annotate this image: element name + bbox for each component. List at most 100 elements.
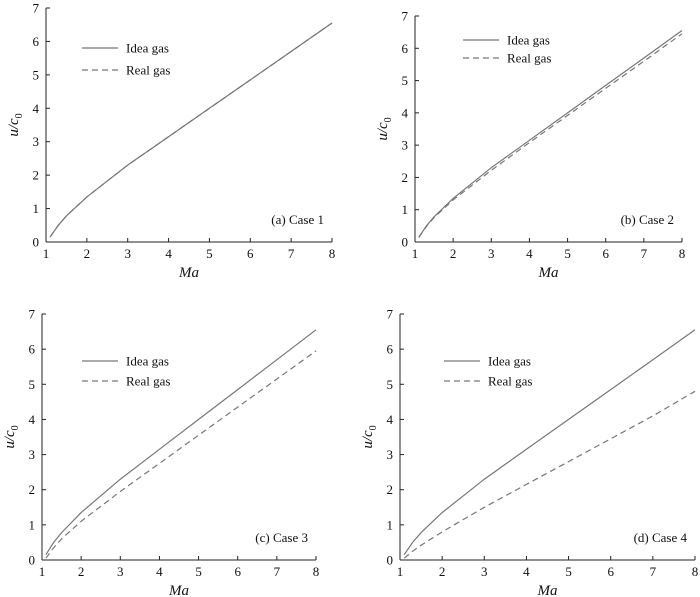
y-tick-label: 1: [29, 517, 36, 532]
series-line-ideal-gas: [49, 22, 333, 238]
y-tick-label: 3: [387, 447, 394, 462]
y-axis-title-subscript: 0: [14, 113, 25, 118]
case-annotation: (c) Case 3: [255, 530, 308, 545]
x-tick-label: 7: [650, 564, 657, 579]
series-line-real-gas: [403, 390, 696, 559]
x-tick-label: 2: [439, 564, 446, 579]
legend-label: Idea gas: [126, 354, 169, 369]
case-annotation: (d) Case 4: [634, 530, 688, 545]
x-tick-label: 5: [195, 564, 202, 579]
y-tick-label: 4: [402, 105, 409, 120]
series-line-ideal-gas: [418, 30, 683, 238]
case-annotation: (b) Case 2: [621, 212, 674, 227]
series-line-ideal-gas: [403, 329, 696, 556]
x-axis-title: Ma: [538, 265, 559, 281]
y-tick-label: 7: [29, 307, 36, 322]
y-tick-label: 6: [387, 342, 394, 357]
y-tick-label: 0: [33, 235, 40, 250]
series-line-real-gas: [49, 22, 333, 238]
x-tick-label: 8: [313, 564, 320, 579]
legend-label: Real gas: [126, 63, 170, 78]
x-tick-label: 1: [39, 564, 46, 579]
y-axis-title-main: u/c: [360, 430, 376, 449]
x-tick-label: 2: [450, 246, 457, 261]
series-line-real-gas: [45, 350, 317, 559]
y-axis-title-subscript: 0: [368, 425, 379, 430]
x-tick-label: 8: [679, 246, 686, 261]
y-tick-label: 7: [33, 1, 40, 16]
y-tick-label: 5: [387, 377, 394, 392]
y-tick-label: 1: [387, 517, 394, 532]
x-tick-label: 8: [692, 564, 699, 579]
x-tick-label: 7: [641, 246, 648, 261]
y-tick-label: 5: [402, 73, 409, 88]
x-tick-label: 2: [84, 246, 91, 261]
legend-label: Idea gas: [507, 33, 550, 48]
legend-label: Real gas: [126, 374, 170, 389]
x-tick-label: 4: [165, 246, 172, 261]
y-tick-label: 7: [387, 307, 394, 322]
y-tick-label: 3: [402, 138, 409, 153]
legend-label: Real gas: [488, 374, 532, 389]
y-tick-label: 3: [33, 134, 40, 149]
y-tick-label: 6: [33, 34, 40, 49]
x-tick-label: 3: [481, 564, 488, 579]
y-tick-label: 4: [387, 412, 394, 427]
x-axis-title: Ma: [178, 265, 199, 281]
x-tick-label: 8: [329, 246, 336, 261]
y-axis-title: u/c0: [375, 117, 394, 140]
x-tick-label: 1: [397, 564, 404, 579]
legend-label: Idea gas: [126, 41, 169, 56]
x-tick-label: 7: [288, 246, 295, 261]
series-line-ideal-gas: [45, 329, 317, 556]
y-axis-title-main: u/c: [6, 118, 22, 137]
x-tick-label: 6: [607, 564, 614, 579]
y-tick-label: 5: [29, 377, 36, 392]
case-annotation: (a) Case 1: [271, 212, 324, 227]
x-tick-label: 5: [564, 246, 571, 261]
y-tick-label: 0: [402, 235, 409, 250]
x-axis-title: Ma: [168, 583, 189, 597]
y-tick-label: 1: [402, 202, 409, 217]
x-tick-label: 6: [602, 246, 609, 261]
x-tick-label: 5: [206, 246, 213, 261]
x-tick-label: 5: [565, 564, 572, 579]
y-axis-title-subscript: 0: [383, 117, 394, 122]
y-axis-title: u/c0: [2, 425, 21, 448]
y-tick-label: 0: [387, 553, 394, 568]
x-tick-label: 2: [78, 564, 85, 579]
legend-label: Idea gas: [488, 354, 531, 369]
x-tick-label: 3: [117, 564, 124, 579]
x-tick-label: 4: [156, 564, 163, 579]
series-line-real-gas: [418, 33, 683, 238]
y-tick-label: 0: [29, 553, 36, 568]
y-axis-title: u/c0: [360, 425, 379, 448]
x-tick-label: 6: [234, 564, 241, 579]
x-tick-label: 4: [526, 246, 533, 261]
x-tick-label: 6: [247, 246, 254, 261]
y-tick-label: 4: [33, 101, 40, 116]
y-axis-title-subscript: 0: [10, 425, 21, 430]
y-tick-label: 6: [402, 41, 409, 56]
y-tick-label: 7: [402, 9, 409, 24]
x-tick-label: 1: [43, 246, 50, 261]
y-axis-title: u/c0: [6, 113, 25, 136]
x-tick-label: 1: [412, 246, 419, 261]
x-tick-label: 4: [523, 564, 530, 579]
legend-label: Real gas: [507, 51, 551, 66]
y-tick-label: 2: [402, 170, 409, 185]
y-tick-label: 4: [29, 412, 36, 427]
y-tick-label: 2: [33, 168, 40, 183]
y-axis-title-main: u/c: [2, 430, 18, 449]
x-tick-label: 7: [274, 564, 281, 579]
y-tick-label: 3: [29, 447, 36, 462]
y-tick-label: 6: [29, 342, 36, 357]
y-tick-label: 1: [33, 201, 40, 216]
x-tick-label: 3: [124, 246, 131, 261]
x-axis-title: Ma: [537, 583, 558, 597]
y-tick-label: 2: [29, 482, 36, 497]
